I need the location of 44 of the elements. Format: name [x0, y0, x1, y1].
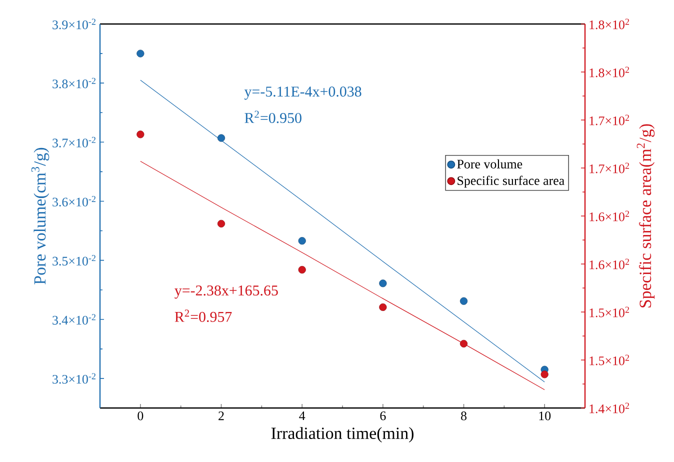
point	[217, 220, 226, 228]
annotation: R$^{2}$=0.957	[174, 310, 232, 322]
x-tick-label: 10	[539, 412, 551, 420]
y2-tick-label: 1.6×10$^{2}$	[590, 258, 629, 270]
point	[298, 237, 306, 245]
y-tick-label: 3.5×10$^{-2}$	[52, 255, 96, 266]
x-tick-label: 8	[461, 412, 466, 420]
point	[136, 50, 144, 58]
y2-tick-label: 1.5×10$^{2}$	[590, 354, 629, 366]
x-tick-label: 0	[138, 412, 144, 420]
legend-label: Pore volume	[457, 159, 522, 168]
y-tick-label: 3.9×10$^{-2}$	[52, 18, 96, 30]
x-tick-label: 4	[299, 412, 306, 420]
point	[379, 280, 387, 288]
y2-tick-label: 1.8×10$^{2}$	[590, 18, 629, 30]
y2-tick-label: 1.5×10$^{2}$	[590, 306, 629, 318]
legend-label: Specific surface area	[458, 176, 564, 188]
y2-tick-label: 1.7×10$^{2}$	[590, 162, 629, 174]
y-tick-label: 3.4×10$^{-2}$	[52, 314, 96, 325]
y2-tick-label: 1.7×10$^{2}$	[590, 114, 629, 126]
point	[136, 130, 144, 138]
x-axis-title: Irradiation time(min)	[271, 427, 414, 442]
point	[460, 340, 468, 348]
y2-tick-label: 1.4×10$^{2}$	[590, 402, 629, 414]
y-tick-label: 3.7×10$^{-2}$	[52, 136, 96, 148]
point	[460, 297, 468, 305]
line-series	[140, 80, 545, 382]
line-series	[140, 160, 545, 390]
y2-tick-label: 1.6×10$^{2}$	[590, 210, 629, 222]
point	[298, 266, 306, 274]
y2-tick-label: 1.8×10$^{2}$	[590, 66, 629, 78]
y-axis-title: Pore volume(cm$^{3}$/g)	[31, 148, 50, 284]
y-tick-label: 3.8×10$^{-2}$	[52, 78, 96, 88]
x-tick-label: 6	[380, 412, 386, 420]
annotation: y=-2.38x+165.65	[174, 285, 278, 299]
annotation: y=-5.11E-4x+0.038	[244, 86, 362, 100]
point	[540, 370, 548, 378]
point	[379, 303, 387, 311]
y2-axis-title: Specific surface area(m$^{2}$/g)	[636, 124, 655, 308]
y-tick-label: 3.6×10$^{-2}$	[52, 196, 96, 206]
y-tick-label: 3.3×10$^{-2}$	[52, 373, 96, 384]
x-tick-label: 2	[218, 412, 224, 420]
annotation: R$^{2}$=0.950	[244, 110, 302, 124]
point	[217, 134, 226, 142]
